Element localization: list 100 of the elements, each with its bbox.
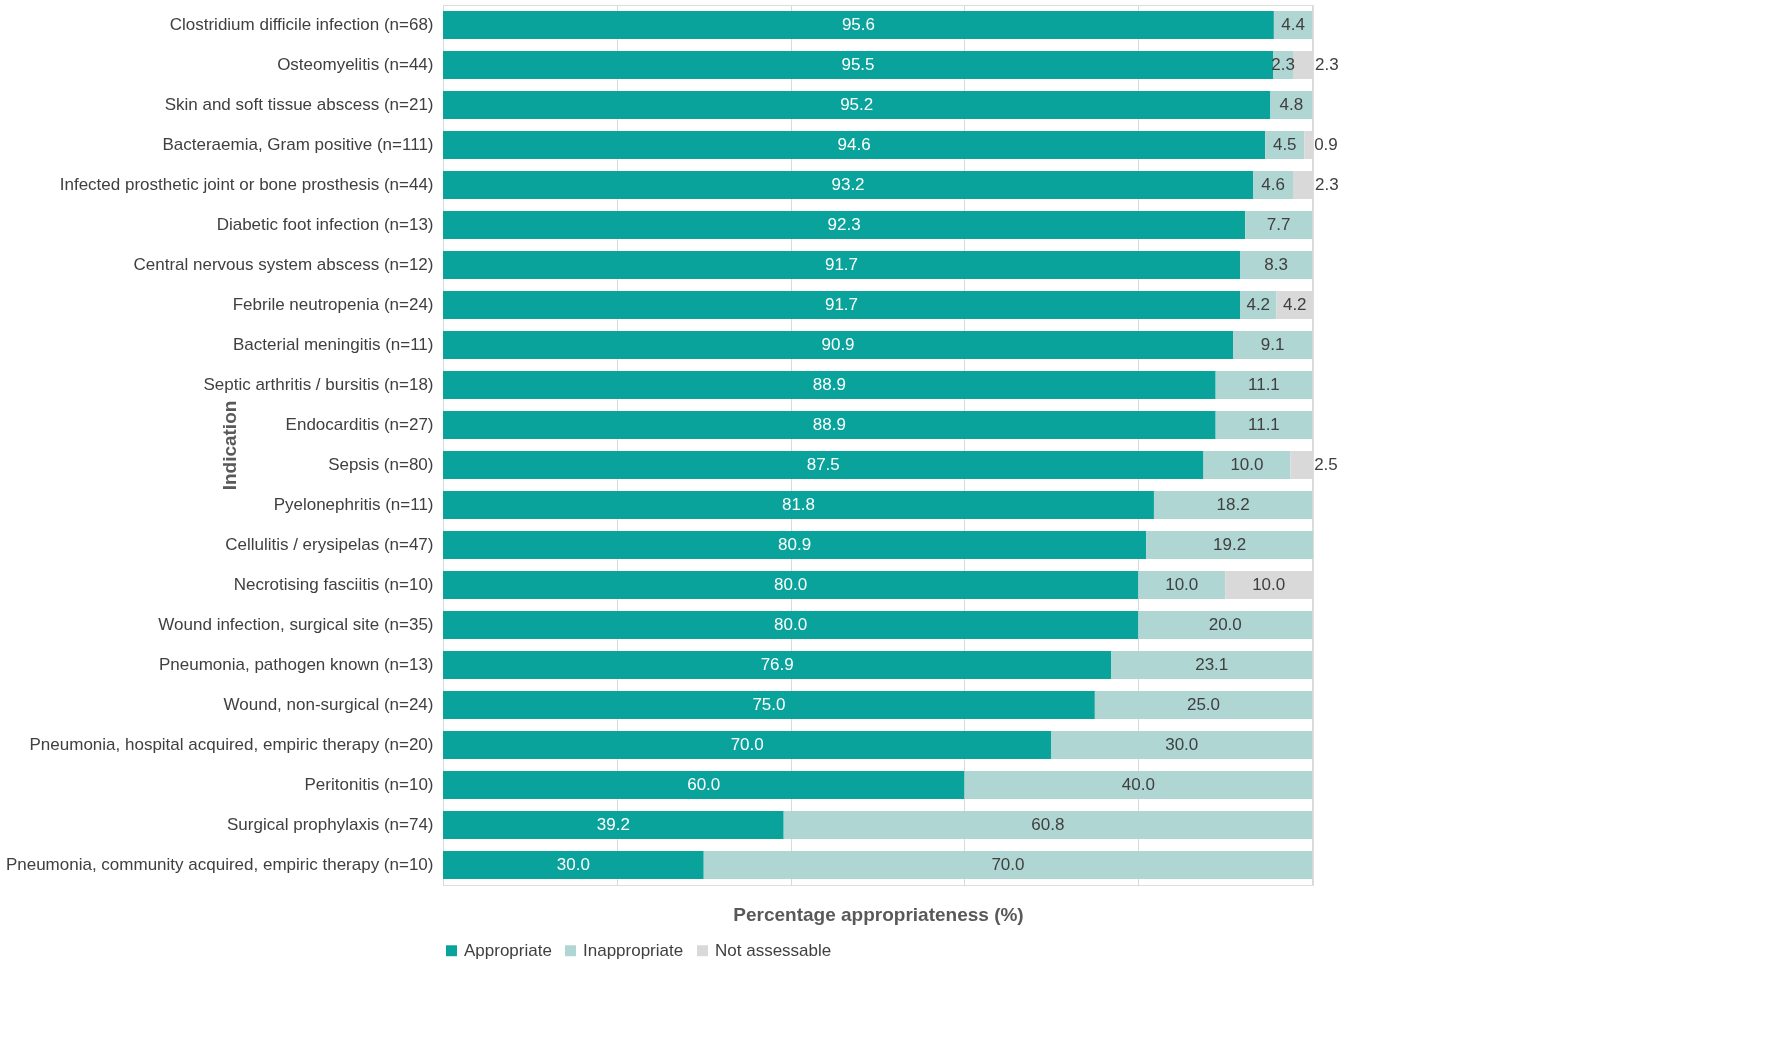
data-label: 11.1 <box>1247 415 1280 434</box>
y-tick-label: Osteomyelitis (n=44) <box>277 55 434 74</box>
x-axis-title: Percentage appropriateness (%) <box>733 903 1024 925</box>
data-label: 18.2 <box>1216 495 1250 514</box>
bar <box>1051 731 1313 759</box>
legend-label: Inappropriate <box>583 940 684 960</box>
bar <box>783 811 1313 839</box>
data-label: 60.0 <box>687 775 721 794</box>
data-label: 91.7 <box>824 255 859 274</box>
bar <box>1153 491 1313 519</box>
bar <box>443 491 1154 519</box>
data-label: 8.3 <box>1264 255 1288 274</box>
bar <box>964 771 1313 799</box>
y-tick-label: Diabetic foot infection (n=13) <box>216 215 434 234</box>
legend-label: Appropriate <box>464 940 552 960</box>
bar <box>443 131 1266 159</box>
data-label: 87.5 <box>806 455 840 474</box>
y-tick-label: Wound infection, surgical site (n=35) <box>158 615 434 634</box>
data-label: 81.8 <box>781 495 816 514</box>
legend-label: Not assessable <box>715 940 832 960</box>
bar <box>1245 211 1313 239</box>
data-label: 92.3 <box>827 215 861 234</box>
data-label: 60.8 <box>1031 815 1065 834</box>
bar <box>443 331 1234 359</box>
data-label: 91.7 <box>824 295 859 314</box>
data-label: 70.0 <box>730 735 764 754</box>
data-label: 25.0 <box>1186 695 1221 714</box>
data-label: 93.2 <box>831 175 865 194</box>
data-label: 95.5 <box>841 55 875 74</box>
bar <box>443 811 784 839</box>
data-label: 20.0 <box>1208 615 1242 634</box>
y-tick-label: Sepsis (n=80) <box>328 455 434 474</box>
data-label: 2.3 <box>1315 55 1339 74</box>
data-label: 88.9 <box>812 375 846 394</box>
bar <box>443 171 1254 199</box>
bar <box>443 451 1204 479</box>
bar <box>1094 691 1313 719</box>
data-label: 2.3 <box>1315 175 1339 194</box>
bar <box>1138 611 1313 639</box>
bar <box>443 291 1240 319</box>
bar <box>443 571 1139 599</box>
bar <box>443 651 1112 679</box>
data-label: 2.5 <box>1314 455 1338 474</box>
data-label: 30.0 <box>556 855 590 874</box>
y-tick-label: Septic arthritis / bursitis (n=18) <box>203 375 434 394</box>
data-label: 23.1 <box>1195 655 1229 674</box>
y-tick-label: Cellulitis / erysipelas (n=47) <box>225 535 434 554</box>
bar <box>443 211 1246 239</box>
data-label: 40.0 <box>1121 775 1155 794</box>
data-label: 7.7 <box>1266 215 1291 234</box>
bar <box>443 11 1274 39</box>
bar <box>1233 331 1313 359</box>
y-tick-label: Endocarditis (n=27) <box>285 415 434 434</box>
y-tick-label: Wound, non-surgical (n=24) <box>223 695 434 714</box>
data-label: 4.5 <box>1272 135 1297 154</box>
y-tick-label: Pneumonia, pathogen known (n=13) <box>158 655 434 674</box>
data-label: 19.2 <box>1213 535 1247 554</box>
data-label: 95.6 <box>841 15 875 34</box>
bar <box>1146 531 1313 559</box>
data-label: 80.0 <box>774 575 808 594</box>
data-label: 76.9 <box>760 655 794 674</box>
data-label: 10.0 <box>1252 575 1286 594</box>
data-label: 4.8 <box>1279 95 1304 114</box>
bar <box>1138 571 1226 599</box>
data-label: 80.9 <box>778 535 812 554</box>
y-tick-label: Bacteraemia, Gram positive (n=111) <box>162 135 434 154</box>
data-label: 70.0 <box>991 855 1025 874</box>
bar <box>443 771 965 799</box>
bar <box>443 531 1147 559</box>
data-label: 39.2 <box>596 815 630 834</box>
data-label: 11.1 <box>1247 375 1280 394</box>
data-label: 4.2 <box>1246 295 1271 314</box>
data-label: 95.2 <box>840 95 874 114</box>
data-label: 80.0 <box>774 615 808 634</box>
data-label: 9.1 <box>1260 335 1285 354</box>
y-tick-label: Necrotising fasciitis (n=10) <box>233 575 434 594</box>
bar <box>1203 451 1291 479</box>
bar <box>443 371 1216 399</box>
y-tick-label: Infected prosthetic joint or bone prosthesis (n=44) <box>59 175 434 194</box>
data-label: 30.0 <box>1165 735 1199 754</box>
y-axis-title: Indication <box>218 400 240 491</box>
data-label: 4.6 <box>1261 175 1285 194</box>
y-tick-label: Skin and soft tissue abscess (n=21) <box>164 95 434 114</box>
data-label: 94.6 <box>837 135 871 154</box>
bar <box>443 851 704 879</box>
y-tick-label: Pyelonephritis (n=11) <box>273 495 434 514</box>
data-label: 4.4 <box>1281 15 1305 34</box>
bar <box>443 731 1052 759</box>
data-label: 10.0 <box>1230 455 1264 474</box>
y-tick-label: Febrile neutropenia (n=24) <box>232 295 434 314</box>
bar <box>443 411 1216 439</box>
data-label: 0.9 <box>1314 135 1338 154</box>
y-tick-label: Central nervous system abscess (n=12) <box>133 255 434 274</box>
y-tick-label: Pneumonia, hospital acquired, empiric therapy (n=20) <box>29 735 434 754</box>
y-tick-label: Surgical prophylaxis (n=74) <box>227 815 434 834</box>
bar <box>1239 251 1313 279</box>
data-label: 75.0 <box>752 695 786 714</box>
bar <box>1215 411 1313 439</box>
bar <box>443 691 1095 719</box>
bar <box>443 611 1139 639</box>
